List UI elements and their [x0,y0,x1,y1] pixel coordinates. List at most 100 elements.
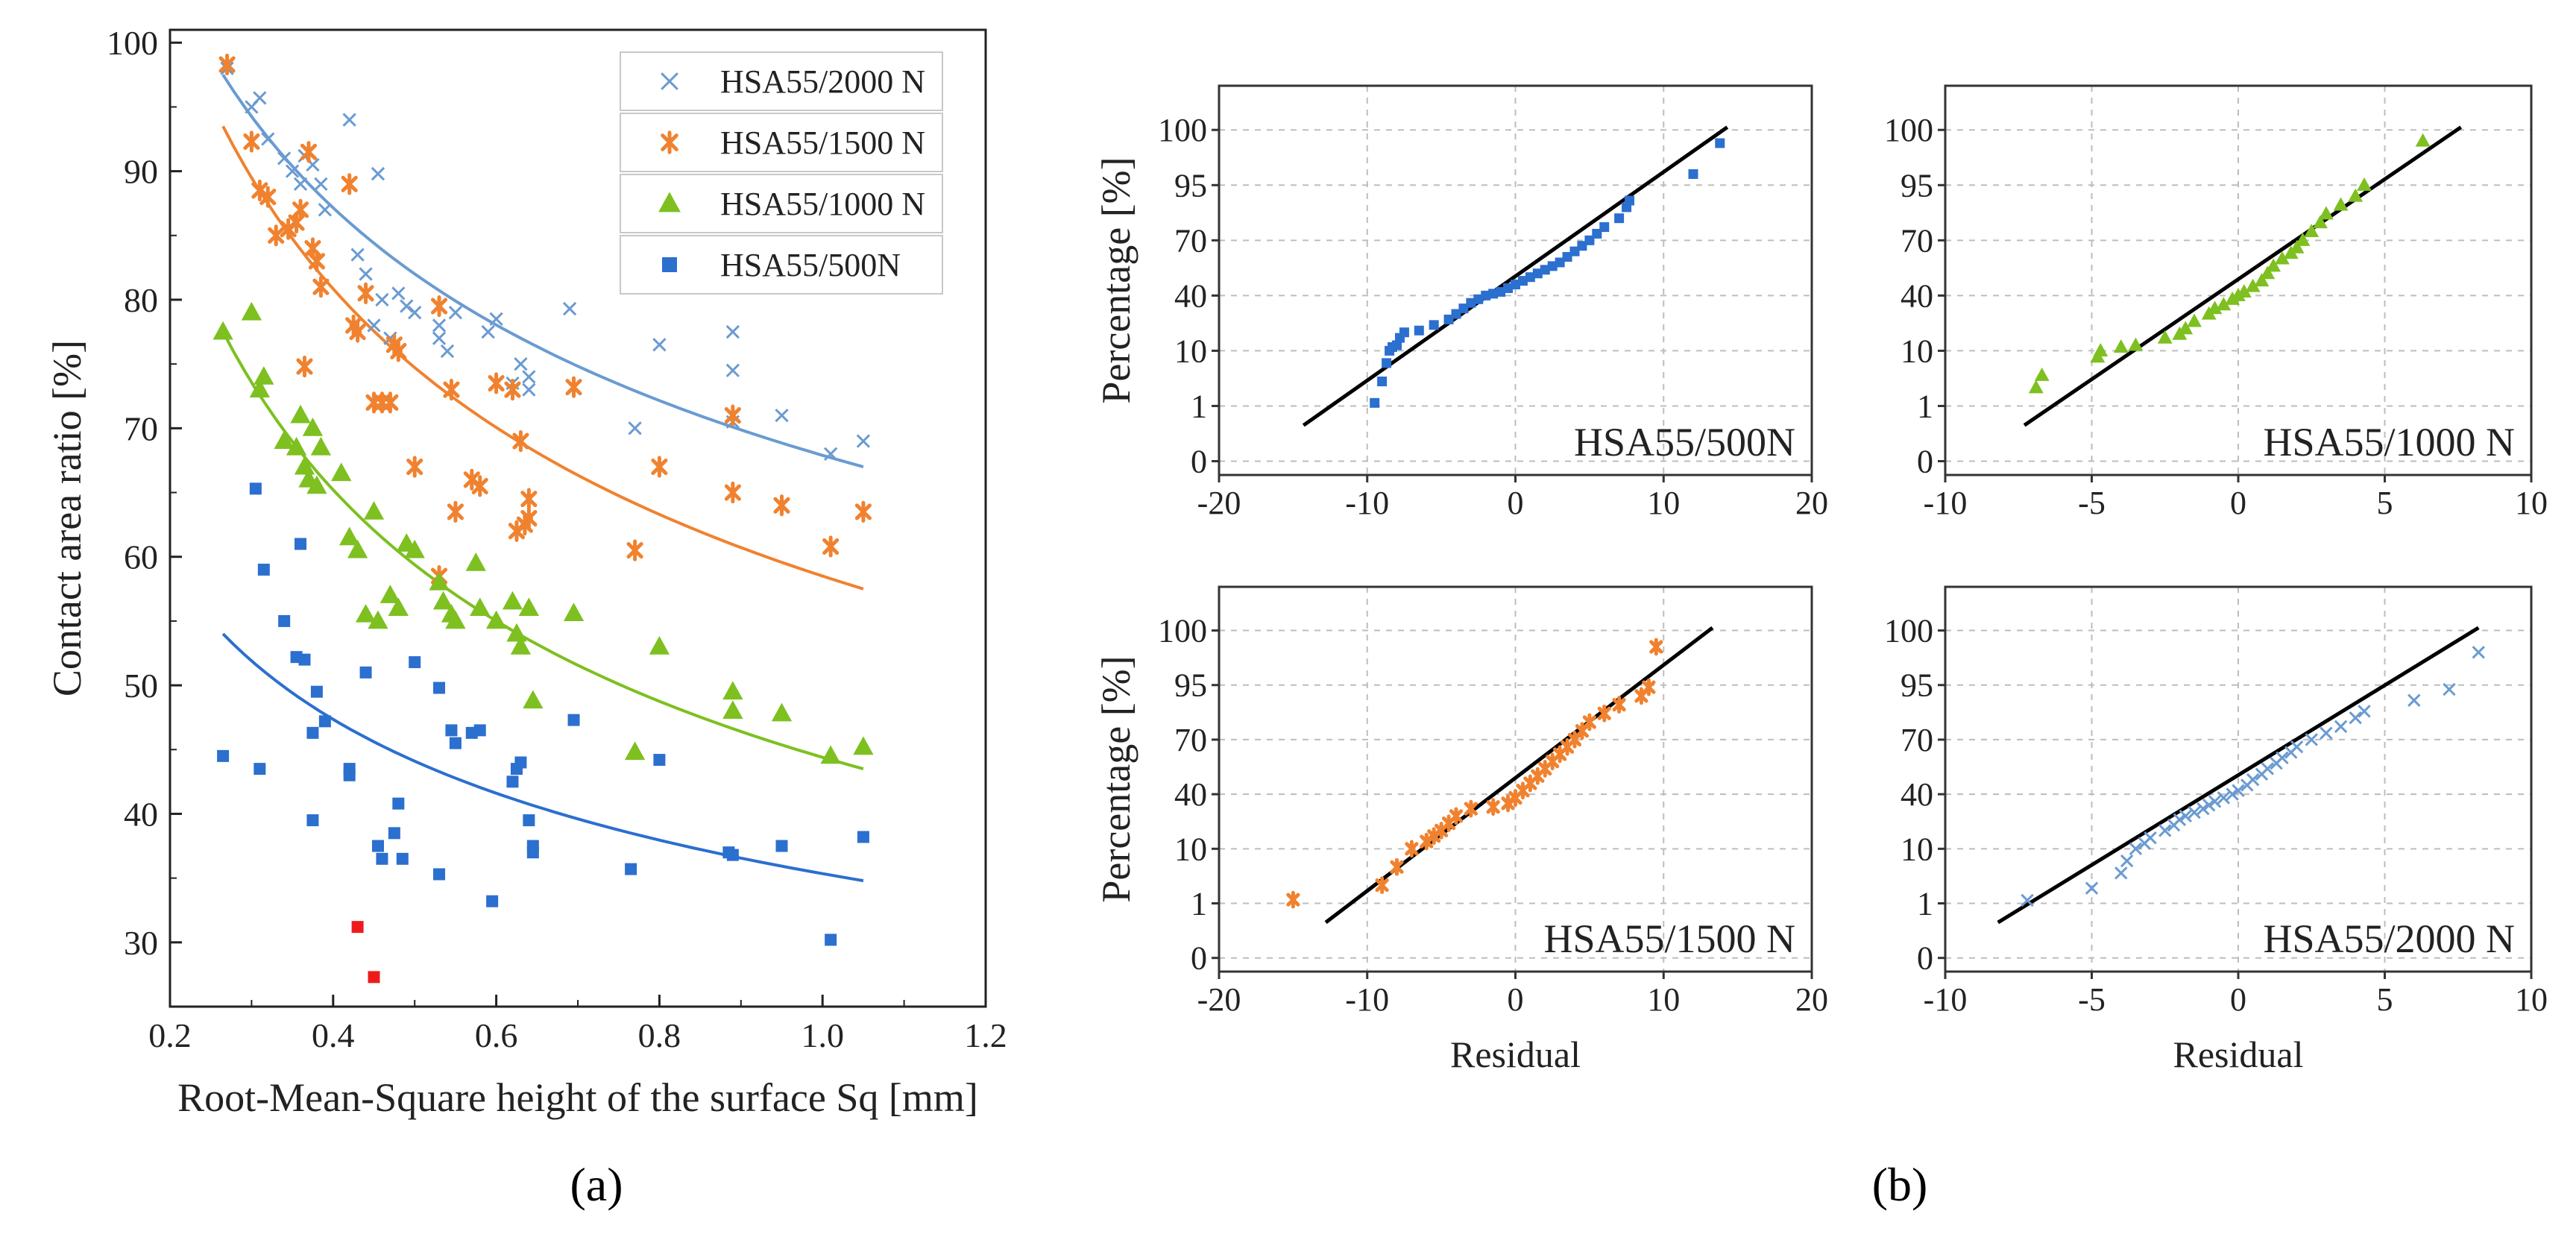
asterisk-marker [1582,713,1596,731]
asterisk-marker [312,276,330,298]
x-marker [2276,751,2289,765]
asterisk-marker [724,404,741,427]
series-points [218,53,872,588]
square-marker [857,831,869,843]
asterisk-marker [1597,704,1611,723]
triangle-marker [510,636,532,655]
x-tick-label: 0.4 [312,1016,355,1054]
asterisk-marker [1649,638,1663,656]
triangle-marker [302,418,324,436]
square-marker [409,656,421,669]
x-tick-label: 0.8 [638,1016,681,1054]
triangle-marker [2295,232,2311,246]
triangle-marker [2178,321,2194,335]
triangle-marker [2225,291,2240,305]
square-marker [662,257,677,272]
triangle-marker [2128,337,2144,351]
square-marker [1614,213,1625,224]
square-marker [318,715,331,728]
asterisk-marker [822,535,840,558]
y-axis-label: Percentage [%] [1094,157,1139,403]
x-marker [2188,805,2201,819]
x-marker [2021,893,2034,907]
triangle-marker [2034,367,2050,381]
triangle-marker [2028,380,2044,394]
asterisk-marker [357,282,374,304]
square-marker [726,849,739,861]
x-tick-label: -10 [1924,981,1968,1018]
panel-title: HSA55/2000 N [2263,916,2515,961]
y-tick-label: 10 [1900,333,1933,369]
x-marker [400,299,414,313]
y-tick-label: 40 [1174,277,1207,314]
square-marker [1429,320,1439,330]
x-marker [2226,787,2239,801]
square-marker [775,840,788,852]
y-tick-label: 95 [1174,167,1207,204]
x-marker [2144,831,2157,845]
triangle-marker [523,690,544,709]
asterisk-marker [406,456,423,478]
triangle-marker [2415,133,2431,147]
legend-label: HSA55/500N [720,247,901,283]
y-tick-label: 10 [1900,831,1933,867]
x-tick-label: 0 [2230,981,2246,1018]
x-marker [375,292,389,307]
square-marker [1496,286,1506,297]
x-marker [2290,740,2304,754]
fit-curve [221,125,864,591]
triangle-marker [286,436,307,456]
square-marker [306,726,319,739]
square-marker [278,614,291,627]
asterisk-marker [382,391,399,414]
x-marker [2173,813,2187,826]
x-marker [2202,799,2216,812]
y-tick-label: 95 [1900,167,1933,204]
square-marker [249,482,262,495]
y-tick-label: 100 [1884,112,1933,148]
square-marker [1577,241,1587,251]
triangle-marker [2289,239,2305,254]
triangle-marker [485,610,507,629]
x-tick-label: -10 [1345,485,1389,521]
triangle-marker [339,526,360,546]
square-marker [253,763,266,775]
x-marker [2114,866,2128,880]
x-marker [522,383,536,397]
y-tick-label: 40 [1900,776,1933,813]
x-marker [2196,802,2210,816]
x-marker [2320,726,2333,740]
x-tick-label: -5 [2078,981,2106,1018]
x-marker [408,306,422,320]
triangle-marker [347,539,368,558]
square-marker [445,724,458,737]
y-tick-label: 70 [1174,222,1207,259]
x-marker [440,344,455,359]
triangle-marker [294,456,315,475]
triangle-marker [722,681,743,700]
panel-label-b: (b) [1872,1158,1928,1211]
x-marker [432,331,447,345]
square-marker [396,852,409,865]
asterisk-marker [724,481,741,504]
square-marker [1584,235,1595,245]
triangle-marker [2357,177,2372,191]
x-marker [514,356,528,371]
square-marker [343,769,356,781]
x-tick-label: 10 [2515,485,2548,521]
x-marker [562,301,577,316]
y-tick-label: 1 [1917,388,1933,424]
x-marker [2120,854,2134,868]
square-marker [298,653,311,666]
triangle-marker [506,623,527,642]
x-axis-label: Residual [2173,1033,2304,1075]
square-marker [351,921,364,934]
x-marker [2407,693,2421,707]
x-tick-label: 1.0 [801,1016,844,1054]
asterisk-marker [1405,840,1419,858]
x-marker [775,408,789,423]
x-marker [2261,762,2275,775]
legend-label: HSA55/2000 N [720,63,925,100]
x-axis-label: Residual [1450,1033,1581,1075]
